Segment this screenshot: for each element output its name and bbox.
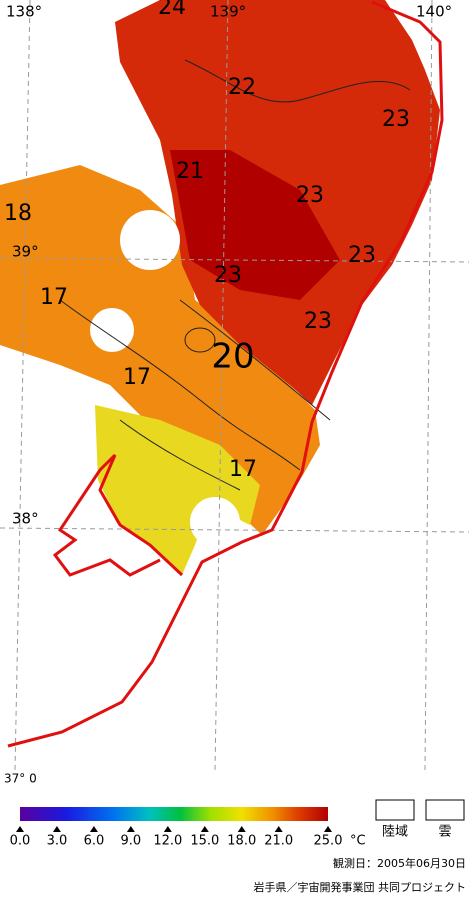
sea-surface: [0, 0, 440, 575]
colorbar-tick-label: 18.0: [227, 834, 256, 849]
legend-swatch: [425, 799, 465, 821]
grid-line: [0, 527, 469, 533]
lat-label: 39°: [12, 243, 39, 261]
colorbar-gradient: [20, 807, 328, 821]
lat-label: 37° 0: [4, 772, 37, 786]
colorbar: 0.0 3.0 6.0 9.0 12.0 15.0 18.0 21.0 25.0 °C: [10, 807, 366, 849]
contour-label: 23: [304, 309, 332, 334]
colorbar-tick: [16, 826, 24, 832]
contour: [179, 299, 331, 421]
yellow-zone: [95, 405, 260, 575]
colorbar-tick-label: 25.0: [314, 834, 343, 849]
lat-label: 38°: [12, 510, 39, 528]
graticule: [0, 0, 469, 771]
lon-label: 140°: [416, 3, 452, 21]
colorbar-tick: [237, 826, 246, 832]
contour-label: 23: [296, 183, 324, 208]
contour-label: 23: [348, 243, 376, 268]
coastline: [7, 0, 444, 748]
peninsula-coast: [52, 453, 184, 577]
colorbar-tick-label: 9.0: [121, 834, 142, 849]
colorbar-tick: [89, 826, 98, 832]
contour: [184, 59, 411, 103]
legend-swatch: [375, 799, 415, 821]
colorbar-tick-label: 12.0: [153, 834, 182, 849]
colorbar-tick-label: 3.0: [47, 834, 68, 849]
colorbar-tick: [126, 826, 135, 832]
grid-line: [0, 257, 469, 263]
labels: 138° 139° 140° 39° 38° 37° 0 24 22 23 21…: [4, 0, 452, 786]
contour-label: 21: [176, 159, 204, 184]
colorbar-tick-label: 21.0: [264, 834, 293, 849]
legend-label: 陸域: [382, 824, 408, 840]
colorbar-tick: [324, 826, 332, 832]
date: 観測日：2005年06月30日: [333, 856, 466, 870]
colorbar-tick: [52, 826, 61, 832]
contour: [59, 299, 301, 471]
orange-zone: [0, 165, 320, 535]
contour-label: 23: [382, 107, 410, 132]
colorbar-tick: [200, 826, 209, 832]
contour-label: 17: [229, 457, 257, 482]
colorbar-tick: [274, 826, 283, 832]
contour-label: 24: [158, 0, 186, 20]
contour-label: 17: [40, 285, 68, 310]
colorbar-tick-label: 0.0: [10, 834, 31, 849]
contour-label: 18: [4, 201, 32, 226]
contour-label: 20: [211, 337, 254, 377]
lon-label: 138°: [6, 3, 42, 21]
colorbar-unit: °C: [350, 834, 366, 849]
contour-label: 23: [214, 263, 242, 288]
contour: [184, 327, 216, 353]
lon-label: 139°: [210, 3, 246, 21]
contour-label: 22: [228, 75, 256, 100]
colorbar-tick-label: 15.0: [190, 834, 219, 849]
legend-label: 雲: [438, 825, 451, 840]
dark-red-zone: [170, 150, 340, 300]
credit: 岩手県／宇宙開発事業団 共同プロジェクト: [254, 880, 467, 894]
contour-label: 17: [123, 365, 151, 390]
contour: [119, 419, 241, 491]
grid-line: [214, 0, 229, 771]
grid-line: [14, 0, 31, 771]
cloud: [120, 210, 180, 270]
colorbar-tick-label: 6.0: [84, 834, 105, 849]
colorbar-tick: [163, 826, 172, 832]
grid-line: [424, 0, 433, 771]
cloud: [190, 497, 240, 547]
cloud: [90, 308, 134, 352]
